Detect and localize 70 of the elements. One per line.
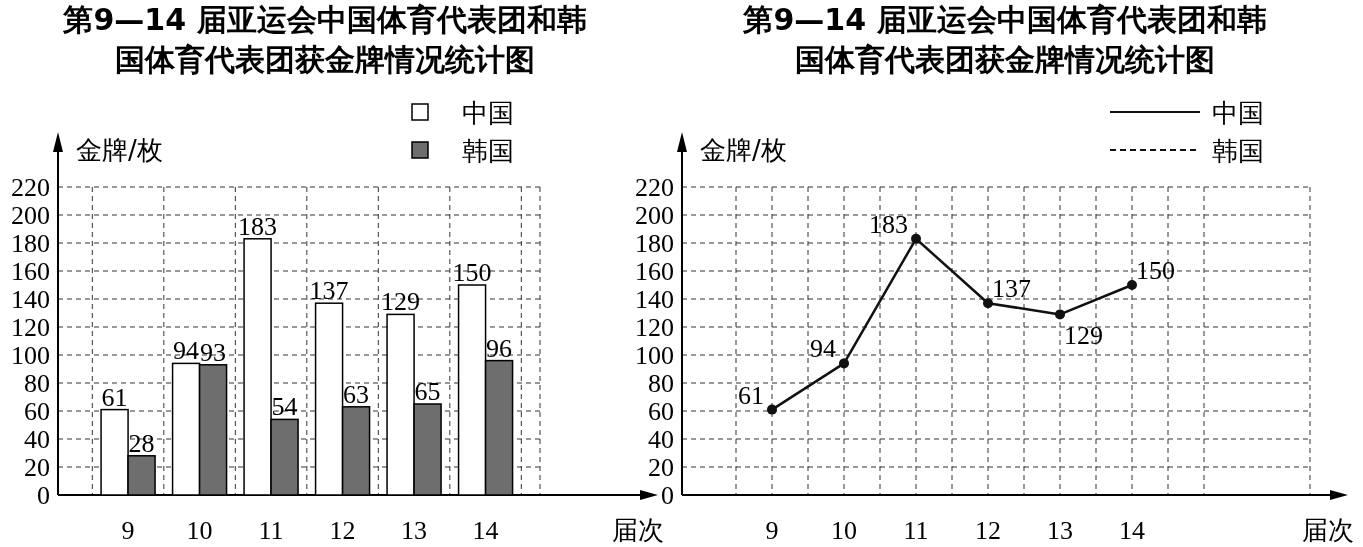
data-label: 94 [173, 336, 200, 366]
y-tick-label: 20 [648, 453, 674, 482]
data-label: 63 [343, 379, 370, 409]
x-tick-label: 9 [121, 516, 135, 545]
y-tick-label: 140 [11, 285, 50, 314]
y-tick-label: 180 [11, 229, 50, 258]
data-label: 129 [1064, 321, 1103, 351]
y-tick-label: 40 [648, 425, 674, 454]
y-tick-label: 120 [635, 313, 674, 342]
x-axis-title: 届次 [612, 515, 664, 545]
point [1127, 280, 1137, 290]
data-label: 137 [309, 276, 349, 306]
point [911, 233, 921, 244]
x-tick-label: 12 [975, 516, 1001, 545]
data-label: 129 [381, 287, 421, 317]
point [983, 298, 993, 309]
y-axis-title: 金牌/枚 [76, 135, 163, 165]
y-tick-label: 140 [635, 285, 674, 314]
data-label: 61 [101, 382, 128, 412]
point [1055, 309, 1065, 320]
data-label: 94 [810, 334, 836, 364]
data-label: 183 [238, 211, 278, 241]
y-tick-label: 220 [11, 173, 50, 202]
data-label: 96 [486, 333, 513, 363]
legend-label: 韩国 [462, 136, 514, 166]
point [839, 358, 849, 369]
data-label: 54 [271, 392, 298, 422]
y-tick-label: 120 [11, 313, 50, 342]
data-label: 65 [414, 377, 441, 406]
legend-label: 韩国 [1212, 136, 1264, 166]
y-tick-label: 60 [648, 397, 674, 426]
y-tick-label: 160 [635, 257, 674, 286]
y-tick-label: 0 [661, 481, 674, 510]
y-tick-label: 200 [635, 201, 674, 230]
data-label: 28 [128, 428, 155, 458]
y-tick-label: 220 [635, 173, 674, 202]
y-tick-label: 100 [635, 341, 674, 370]
point [767, 404, 777, 415]
y-tick-label: 180 [635, 229, 674, 258]
y-axis-title: 金牌/枚 [700, 135, 787, 165]
chart-title: 第9—14 届亚运会中国体育代表团和韩国体育代表团获金牌情况统计图 [62, 2, 587, 77]
data-label: 183 [869, 209, 908, 239]
y-tick-label: 200 [11, 201, 50, 230]
x-tick-label: 9 [765, 516, 779, 545]
y-tick-label: 0 [37, 481, 50, 510]
data-label: 150 [1136, 256, 1175, 285]
legend-label: 中国 [462, 98, 514, 128]
x-tick-label: 12 [329, 516, 356, 545]
data-label: 61 [738, 380, 764, 410]
data-label: 93 [200, 337, 227, 367]
chart-title: 第9—14 届亚运会中国体育代表团和韩国体育代表团获金牌情况统计图 [742, 2, 1267, 77]
y-tick-label: 40 [24, 425, 50, 454]
data-label: 150 [452, 258, 492, 287]
y-tick-label: 80 [648, 369, 674, 398]
x-tick-label: 14 [1119, 516, 1145, 545]
x-tick-label: 13 [401, 516, 428, 545]
legend-label: 中国 [1212, 98, 1264, 128]
x-tick-label: 11 [258, 516, 284, 545]
x-tick-label: 11 [903, 516, 929, 545]
y-tick-label: 100 [11, 341, 50, 370]
x-tick-label: 10 [831, 516, 857, 545]
x-tick-label: 13 [1047, 516, 1073, 545]
y-tick-label: 160 [11, 257, 50, 286]
data-label: 137 [992, 274, 1031, 304]
x-tick-label: 10 [186, 516, 213, 545]
y-tick-label: 20 [24, 453, 50, 482]
x-axis-title: 届次 [1302, 515, 1354, 545]
y-tick-label: 60 [24, 397, 50, 426]
y-tick-label: 80 [24, 369, 50, 398]
x-tick-label: 14 [472, 516, 499, 545]
